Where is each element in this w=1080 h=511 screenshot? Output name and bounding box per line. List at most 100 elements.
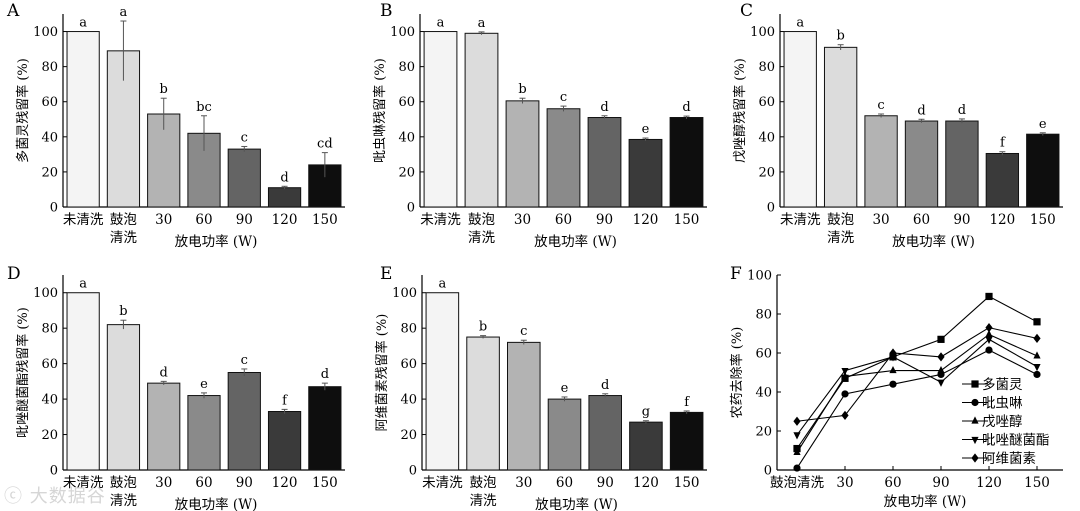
bar [66, 292, 100, 471]
x-tick-label: 30 [872, 212, 889, 228]
x-tick-label: 120 [272, 475, 298, 491]
panel-label: B [380, 1, 393, 21]
bar [546, 108, 581, 208]
marker-diamond [793, 416, 801, 426]
y-tick-label: 20 [41, 165, 58, 180]
legend-label: 阿维菌素 [982, 451, 1036, 467]
y-tick-label: 100 [33, 25, 58, 40]
bar [227, 372, 261, 471]
x-tick-label: 150 [1030, 212, 1056, 228]
marker-square [1033, 318, 1041, 326]
y-tick-label: 80 [400, 322, 417, 337]
significance-letter: e [1039, 117, 1047, 132]
x-tick-label: 鼓泡 [468, 212, 495, 228]
y-tick-label: 40 [755, 386, 772, 401]
marker-circle [793, 464, 801, 472]
x-tick-label: 120 [272, 212, 298, 228]
significance-letter: d [917, 103, 925, 118]
y-tick-label: 20 [398, 165, 415, 180]
y-tick-label: 60 [398, 95, 415, 110]
significance-letter: e [642, 122, 650, 137]
y-tick-label: 80 [41, 60, 58, 75]
x-axis-title: 放电功率 (W) [884, 493, 967, 510]
significance-letter: c [241, 130, 248, 145]
x-tick-label: 90 [597, 475, 614, 491]
marker-diamond [1033, 333, 1041, 343]
y-tick-label: 80 [758, 60, 775, 75]
y-tick-label: 100 [747, 269, 772, 284]
y-tick-label: 60 [400, 357, 417, 372]
marker-triangle-down [985, 336, 993, 344]
marker-triangle-up [889, 365, 897, 374]
y-tick-label: 60 [41, 357, 58, 372]
significance-letter: c [877, 98, 884, 113]
significance-letter: b [479, 320, 487, 335]
x-tick-label: 120 [976, 475, 1002, 491]
x-tick-label: 60 [884, 475, 901, 491]
x-axis-title: 放电功率 (W) [175, 233, 258, 250]
y-axis-title: 吡唑醚菌酯残留率 (%) [15, 307, 31, 438]
x-tick-label: 60 [913, 212, 930, 228]
x-tick-label: 60 [195, 475, 212, 491]
y-tick-label: 100 [392, 286, 417, 301]
bar [669, 411, 704, 471]
panel-label: D [7, 264, 21, 284]
significance-letter: d [601, 378, 609, 393]
y-tick-label: 0 [50, 201, 58, 216]
bar [823, 46, 858, 208]
series-line [793, 329, 1041, 456]
series-path [796, 338, 1038, 436]
x-tick-label: 鼓泡 [110, 475, 137, 491]
marker-triangle-down [937, 379, 945, 387]
x-tick-label: 鼓泡 [110, 212, 137, 228]
marker-triangle-up [985, 329, 993, 338]
panel-label: C [740, 1, 753, 21]
significance-letter: b [518, 82, 526, 97]
marker-triangle-up [971, 416, 979, 424]
x-tick-label: 未清洗 [422, 475, 463, 491]
marker-diamond [889, 348, 897, 358]
x-tick-label: 150 [312, 212, 338, 228]
y-tick-label: 0 [407, 201, 415, 216]
x-tick-label: 30 [836, 475, 853, 491]
x-tick-label: 150 [1024, 475, 1050, 491]
y-axis-title: 戊唑醇残留率 (%) [732, 58, 748, 163]
x-tick-label: 60 [555, 212, 572, 228]
x-tick-label: 鼓泡 [827, 212, 854, 228]
y-tick-label: 100 [750, 25, 775, 40]
y-tick-label: 0 [767, 201, 775, 216]
bar [187, 395, 221, 471]
y-axis-title: 农药去除率 (%) [729, 327, 745, 419]
significance-letter: a [79, 277, 87, 292]
y-tick-label: 0 [409, 464, 417, 479]
x-tick-label: 90 [236, 212, 253, 228]
x-axis-title: 放电功率 (W) [892, 233, 975, 250]
significance-letter: a [478, 16, 486, 31]
y-tick-label: 40 [400, 393, 417, 408]
x-tick-label: 未清洗 [63, 212, 104, 228]
x-tick-label: 清洗 [110, 230, 137, 246]
significance-letter: a [438, 277, 446, 292]
bar [547, 398, 582, 471]
significance-letter: c [241, 353, 248, 368]
bar [588, 395, 623, 471]
significance-letter: f [282, 393, 288, 408]
y-tick-label: 20 [400, 428, 417, 443]
chart-panel-a: 0 20 40 60 80 100 多菌灵残留率 (%) Aa 未清洗 a 鼓泡清洗 b 30 bc 60 c… [6, 1, 345, 250]
x-tick-label: 120 [633, 212, 659, 228]
bar [466, 336, 500, 471]
x-axis-title: 放电功率 (W) [535, 496, 618, 511]
x-tick-label: 鼓泡清洗 [770, 475, 824, 491]
marker-square [971, 380, 979, 388]
x-tick-label: 60 [556, 475, 573, 491]
x-tick-label: 150 [312, 475, 338, 491]
x-tick-label: 90 [596, 212, 613, 228]
x-tick-label: 清洗 [470, 493, 497, 509]
marker-diamond [937, 352, 945, 362]
x-tick-label: 未清洗 [780, 212, 821, 228]
y-tick-label: 40 [398, 130, 415, 145]
bar [425, 292, 460, 471]
significance-letter: g [642, 405, 650, 420]
